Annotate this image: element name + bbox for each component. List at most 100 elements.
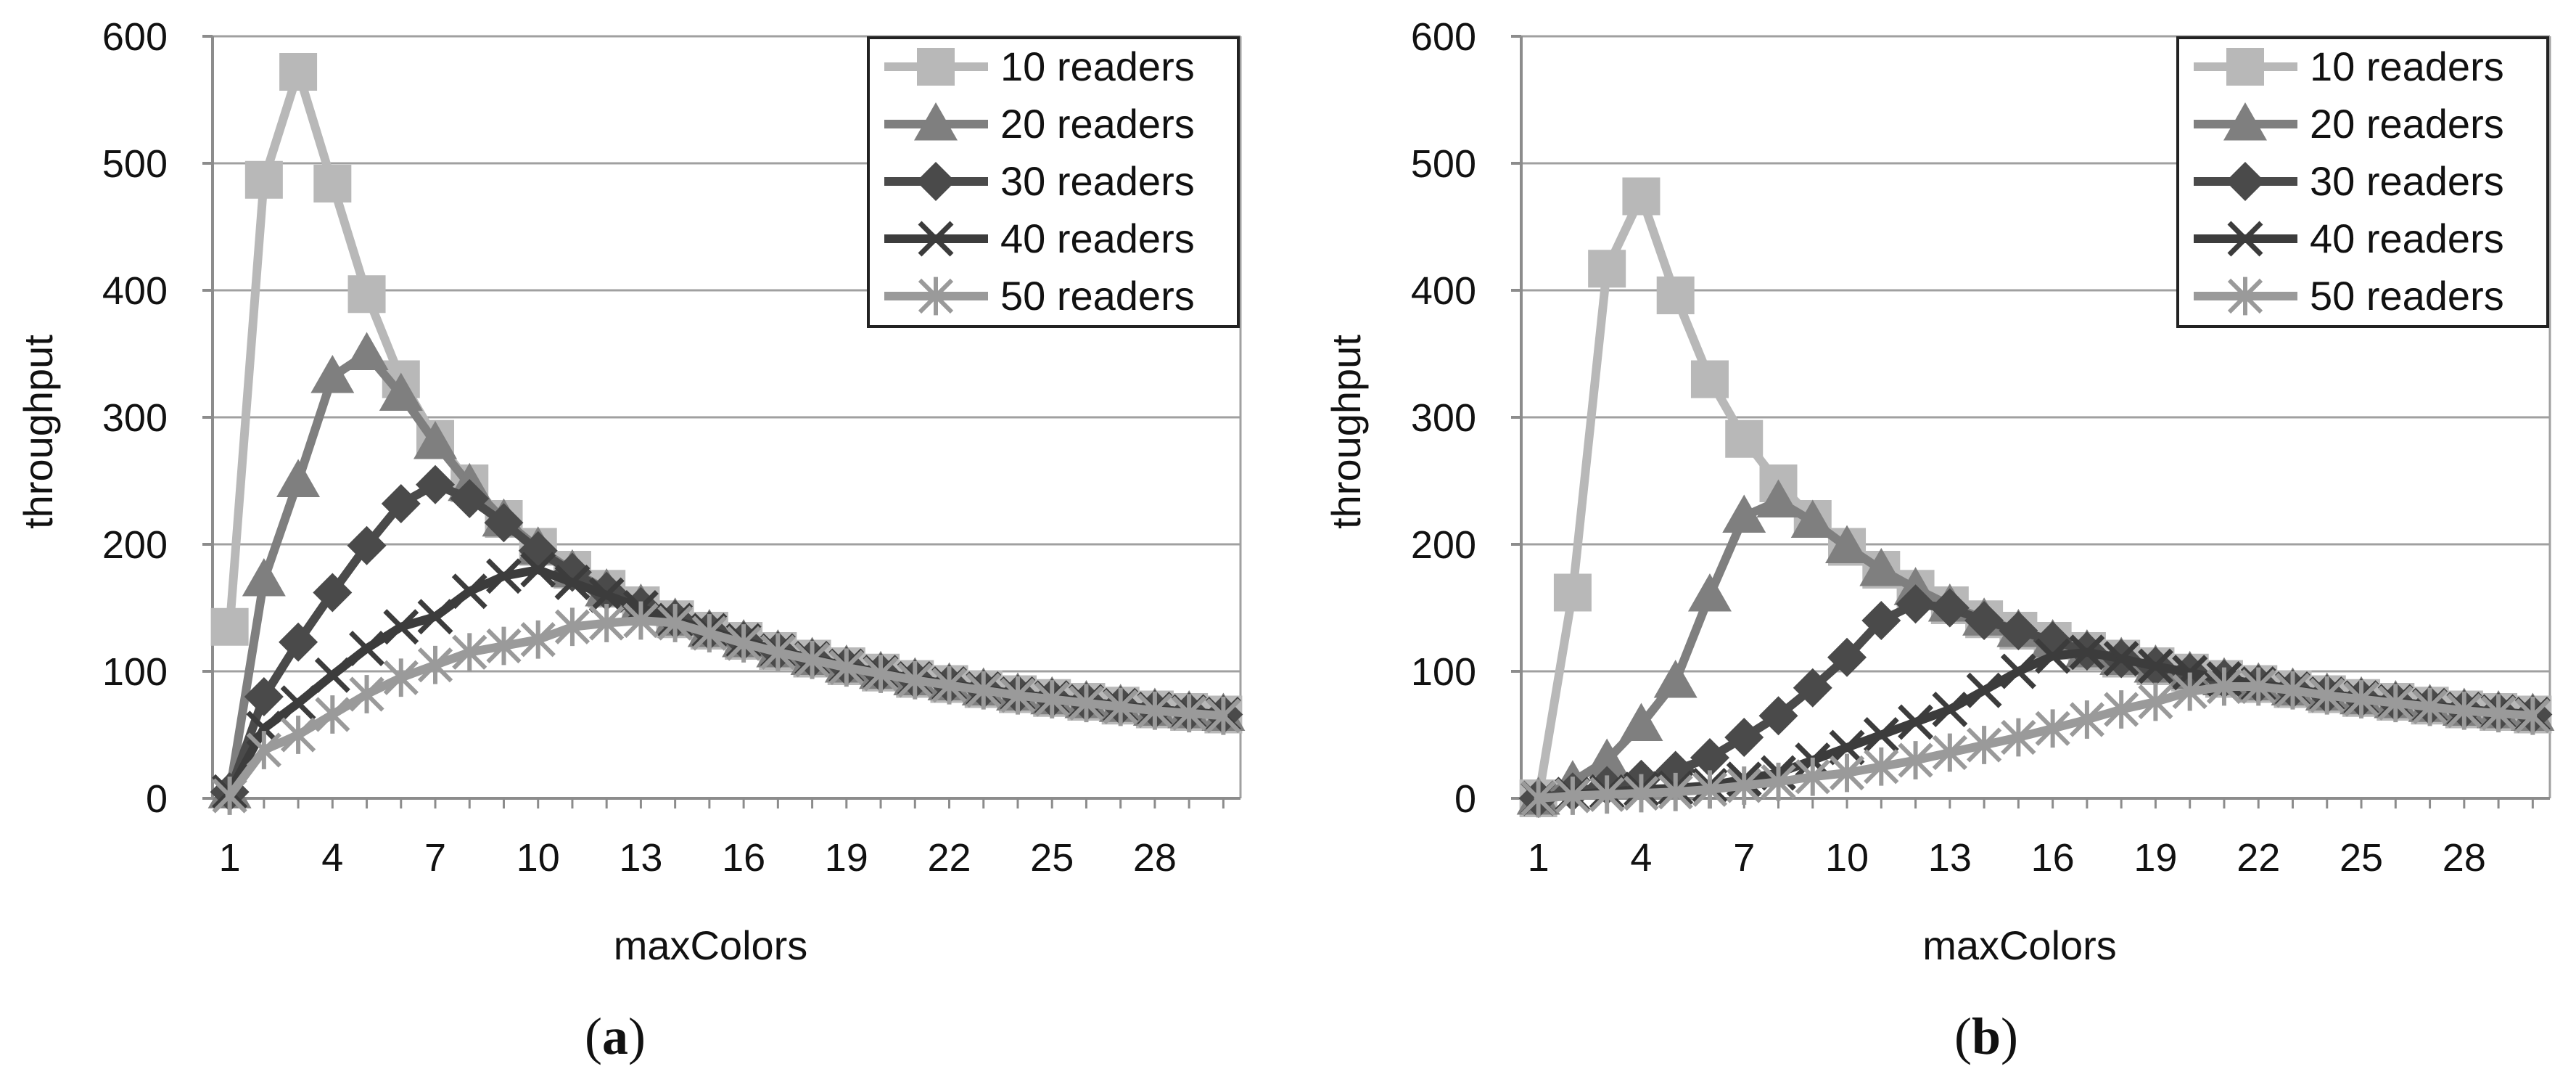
series-group xyxy=(1516,177,2555,818)
data-point xyxy=(279,622,318,662)
data-point xyxy=(1619,703,1663,741)
data-point xyxy=(760,633,796,672)
data-point xyxy=(1687,573,1732,612)
x-tick-label: 1 xyxy=(1528,836,1550,880)
data-point xyxy=(345,332,389,370)
data-point xyxy=(1898,741,1933,779)
data-point xyxy=(1966,726,2002,764)
data-point xyxy=(1829,753,1865,793)
data-point xyxy=(1999,611,2038,650)
data-point xyxy=(2378,684,2414,723)
data-point xyxy=(863,655,899,693)
x-tick-label: 19 xyxy=(2133,836,2177,880)
data-point xyxy=(2001,718,2036,757)
panel-label: (b) xyxy=(1954,1007,2018,1065)
data-point xyxy=(1722,494,1766,533)
data-point xyxy=(451,573,487,610)
data-point xyxy=(1589,775,1625,814)
legend-label: 20 readers xyxy=(2310,101,2504,147)
x-tick-label: 4 xyxy=(321,836,343,880)
data-point xyxy=(1690,738,1729,777)
data-point xyxy=(657,604,693,642)
data-point xyxy=(486,626,522,666)
data-point xyxy=(1622,177,1661,216)
x-tick-label: 25 xyxy=(1030,836,1074,880)
data-point xyxy=(416,464,456,504)
x-tick-label: 22 xyxy=(927,836,971,880)
data-point xyxy=(1000,676,1036,715)
data-point xyxy=(1588,250,1626,288)
x-tick-label: 10 xyxy=(1825,836,1869,880)
data-point xyxy=(1724,718,1764,757)
legend-item: 10 readers xyxy=(2194,44,2504,89)
data-point xyxy=(2069,700,2105,739)
data-point xyxy=(1206,696,1241,735)
panel-label-part: ( xyxy=(585,1007,602,1065)
data-point xyxy=(2104,690,2139,729)
panel-label-part: ) xyxy=(2001,1007,2018,1065)
chart-panel-b: 0 100 200 300 400 500 600 1 4 7 10 13 16 19 22 25 28 th… xyxy=(1323,15,2555,1065)
data-point xyxy=(310,355,355,393)
x-tick-labels: 1 4 7 10 13 16 19 22 25 28 xyxy=(1528,836,2486,880)
data-point xyxy=(2137,648,2173,684)
data-point xyxy=(966,671,1001,710)
x-tick-label: 19 xyxy=(825,836,868,880)
data-point xyxy=(1898,704,1934,740)
legend-label: 10 readers xyxy=(1000,44,1195,89)
data-point xyxy=(554,607,590,647)
data-point xyxy=(725,624,762,663)
data-point xyxy=(2138,682,2173,721)
data-point xyxy=(417,645,453,684)
data-point xyxy=(1555,777,1591,815)
data-point xyxy=(1863,717,1899,753)
legend-item: 30 readers xyxy=(884,158,1195,204)
series-group xyxy=(207,53,1246,815)
legend: 10 readers 20 readers 30 readers 40 readers… xyxy=(2176,36,2549,328)
legend-label: 30 readers xyxy=(2310,158,2504,204)
data-point xyxy=(1930,588,1970,628)
y-tick-labels: 0 100 200 300 400 500 600 xyxy=(1411,15,1476,821)
y-tick-label: 0 xyxy=(146,777,168,821)
x-tick-label: 25 xyxy=(2340,836,2383,880)
legend-marker xyxy=(917,48,955,86)
data-point xyxy=(1658,772,1693,811)
data-point xyxy=(2000,653,2036,689)
legend-marker xyxy=(918,277,954,316)
data-point xyxy=(244,160,283,199)
legend-marker xyxy=(2227,277,2263,316)
data-point xyxy=(2241,667,2276,706)
x-tick-label: 4 xyxy=(1630,836,1652,880)
x-tick-label: 10 xyxy=(517,836,560,880)
data-point xyxy=(1793,668,1832,708)
data-point xyxy=(691,614,728,652)
data-point xyxy=(1966,672,2002,708)
data-point xyxy=(379,372,423,411)
y-tick-label: 400 xyxy=(102,269,168,313)
data-point xyxy=(315,695,350,734)
y-tick-label: 500 xyxy=(102,142,168,186)
data-point xyxy=(1553,573,1592,612)
y-tick-label: 400 xyxy=(1411,269,1476,313)
x-tick-label: 7 xyxy=(1733,836,1755,880)
data-point xyxy=(484,503,524,543)
data-point xyxy=(1827,637,1867,677)
data-point xyxy=(313,573,353,613)
data-point xyxy=(1795,757,1830,796)
data-point xyxy=(2035,638,2071,674)
data-point xyxy=(2172,672,2207,711)
legend-item: 50 readers xyxy=(884,273,1195,319)
x-axis-title: maxColors xyxy=(614,922,808,968)
data-point xyxy=(246,731,281,769)
legend-item: 40 readers xyxy=(884,216,1195,261)
data-point xyxy=(1521,779,1556,818)
data-point xyxy=(1825,525,1869,563)
legend-item: 40 readers xyxy=(2194,216,2504,261)
legend-label: 50 readers xyxy=(2310,273,2504,319)
x-tick-label: 16 xyxy=(722,836,765,880)
data-point xyxy=(1585,738,1629,777)
data-point xyxy=(828,648,864,687)
legend-marker xyxy=(914,102,958,141)
legend: 10 readers 20 readers 30 readers 40 readers… xyxy=(867,36,1240,328)
data-point xyxy=(280,716,316,754)
